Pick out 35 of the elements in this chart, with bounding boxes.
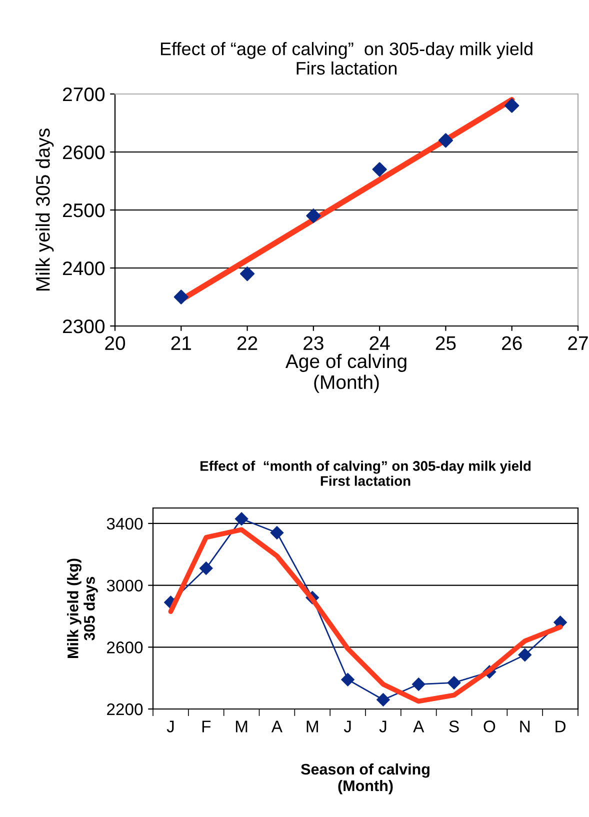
y-tick-label: 2600 — [107, 642, 143, 654]
y-tick-label: 2600 — [63, 145, 105, 160]
x-tick-label: 22 — [237, 336, 258, 350]
x-tick-label: 23 — [304, 336, 324, 350]
y-axis-title: Milk yield (kg) 305 days — [67, 558, 98, 658]
x-tick-label: J — [344, 720, 351, 732]
x-tick-label: 21 — [171, 336, 192, 350]
x-tick-label: 25 — [436, 336, 456, 350]
x-tick-label: M — [306, 720, 318, 732]
y-tick-label: 2300 — [63, 319, 105, 334]
x-tick-label: O — [484, 720, 496, 732]
x-tick-label: D — [556, 720, 566, 732]
x-tick-label: 27 — [568, 336, 588, 350]
y-tick-label: 2700 — [63, 87, 105, 102]
chart-title: Effect of “age of calving” on 305-day milk yield Firs lactation — [160, 42, 532, 75]
y-tick-label: 2400 — [63, 261, 105, 276]
x-tick-label: 20 — [105, 336, 126, 350]
y-tick-label: 3000 — [106, 580, 143, 592]
y-tick-label: 2500 — [63, 203, 105, 218]
chart-title: Effect of “month of calving” on 305-day milk yield First lactation — [200, 460, 531, 486]
x-tick-label: A — [271, 720, 282, 732]
x-axis-title: Age of calving (Month) — [285, 354, 406, 393]
x-tick-label: S — [449, 720, 459, 732]
x-tick-label: J — [166, 720, 174, 732]
y-tick-label: 3400 — [106, 518, 143, 530]
x-tick-label: J — [379, 720, 386, 732]
x-axis-title: Season of calving (Month) — [300, 763, 430, 794]
x-tick-label: N — [520, 720, 530, 732]
y-axis-title: Milk yeild 305 days — [36, 128, 54, 291]
x-tick-label: 24 — [370, 336, 390, 350]
y-tick-label: 2200 — [107, 703, 143, 716]
x-tick-label: M — [236, 720, 248, 732]
x-tick-label: 26 — [502, 336, 522, 350]
x-tick-label: F — [202, 720, 211, 732]
x-tick-label: A — [413, 720, 424, 732]
